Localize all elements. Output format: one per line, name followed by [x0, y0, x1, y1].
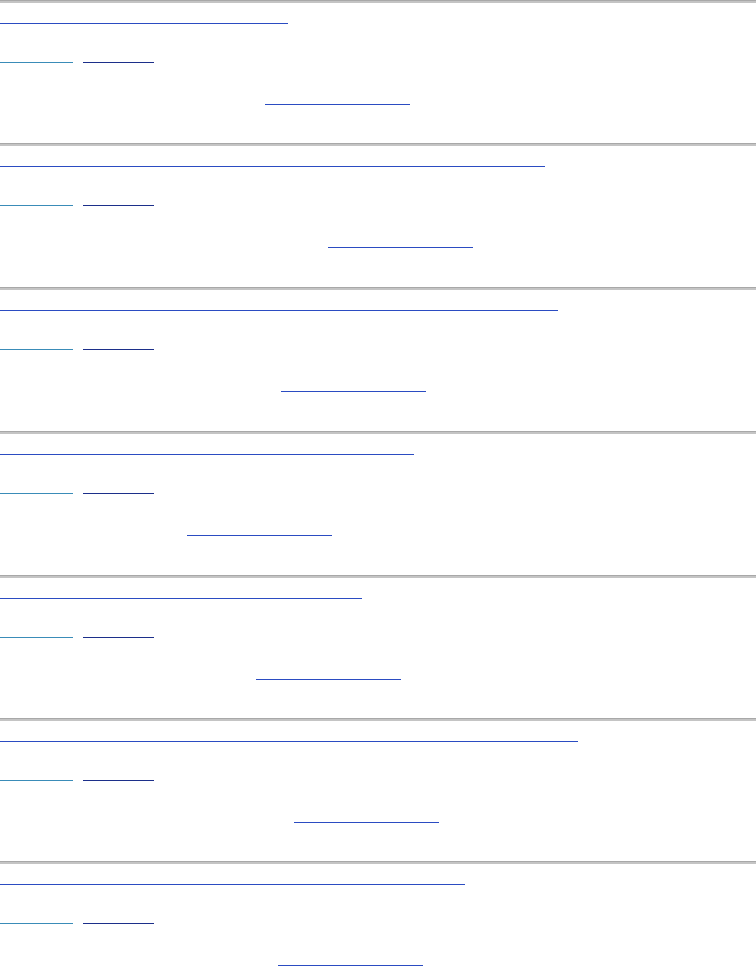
- separator: [0, 431, 756, 434]
- separator: [0, 0, 756, 3]
- more-link[interactable]: [294, 822, 439, 823]
- user-link[interactable]: [83, 62, 154, 63]
- title-link[interactable]: [0, 454, 414, 455]
- more-link[interactable]: [278, 965, 423, 966]
- more-link[interactable]: [281, 391, 426, 392]
- tag-link[interactable]: [0, 493, 73, 494]
- more-link[interactable]: [265, 104, 410, 105]
- tag-link[interactable]: [0, 637, 73, 638]
- user-link[interactable]: [83, 493, 154, 494]
- tag-link[interactable]: [0, 349, 73, 350]
- more-link[interactable]: [187, 535, 332, 536]
- more-link[interactable]: [328, 247, 473, 248]
- title-link[interactable]: [0, 741, 578, 742]
- user-link[interactable]: [83, 349, 154, 350]
- title-link[interactable]: [0, 884, 465, 885]
- title-link[interactable]: [0, 310, 558, 311]
- tag-link[interactable]: [0, 205, 73, 206]
- separator: [0, 143, 756, 146]
- more-link[interactable]: [256, 679, 401, 680]
- separator: [0, 718, 756, 721]
- user-link[interactable]: [83, 923, 154, 924]
- user-link[interactable]: [83, 780, 154, 781]
- separator: [0, 287, 756, 290]
- tag-link[interactable]: [0, 923, 73, 924]
- tag-link[interactable]: [0, 62, 73, 63]
- tag-link[interactable]: [0, 780, 73, 781]
- title-link[interactable]: [0, 23, 288, 24]
- separator: [0, 861, 756, 864]
- user-link[interactable]: [83, 205, 154, 206]
- title-link[interactable]: [0, 166, 545, 167]
- title-link[interactable]: [0, 598, 362, 599]
- user-link[interactable]: [83, 637, 154, 638]
- separator: [0, 575, 756, 578]
